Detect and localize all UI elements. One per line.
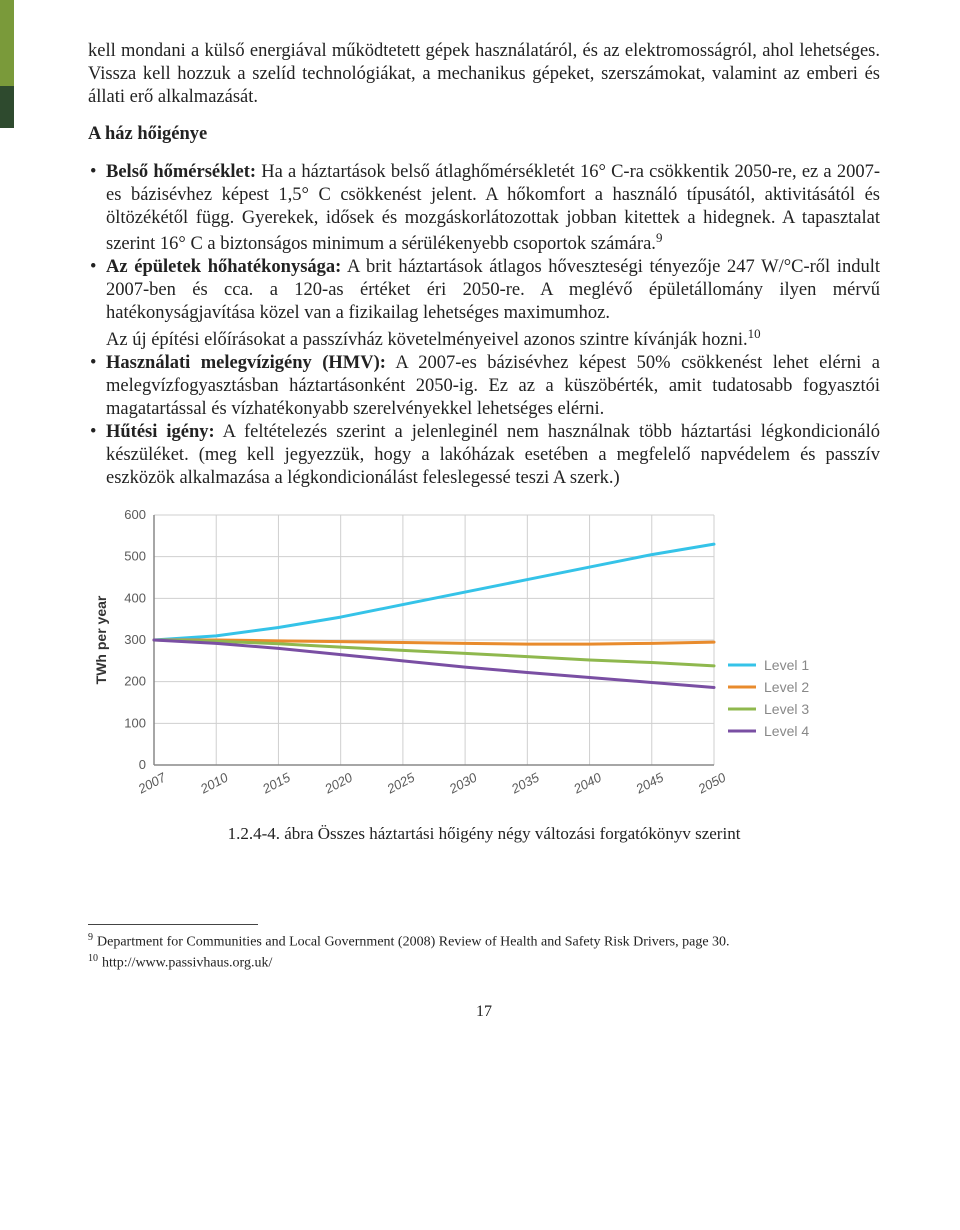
footnote-ref-10: 10 — [748, 326, 761, 341]
svg-text:300: 300 — [124, 632, 146, 647]
bullet-item-1: Belső hőmérséklet: Ha a háztartások bels… — [88, 161, 880, 257]
footnote-10: 10 http://www.passivhaus.org.uk/ — [88, 952, 880, 974]
svg-text:2030: 2030 — [446, 769, 480, 797]
footnote-ref-9: 9 — [656, 230, 662, 245]
bullet-item-3: Használati melegvízigény (HMV): A 2007-e… — [88, 352, 880, 421]
footnote-9: 9 Department for Communities and Local Go… — [88, 931, 880, 953]
bullet-item-2: Az épületek hőhatékonysága: A brit házta… — [88, 256, 880, 352]
svg-text:2050: 2050 — [695, 769, 729, 797]
svg-text:2035: 2035 — [508, 769, 542, 797]
svg-text:600: 600 — [124, 507, 146, 522]
svg-text:2045: 2045 — [632, 769, 666, 797]
fn9-num: 9 — [88, 932, 93, 943]
svg-text:Level 1: Level 1 — [764, 657, 809, 673]
bullet3-label: Használati melegvízigény (HMV): — [106, 353, 386, 373]
svg-text:2040: 2040 — [570, 769, 604, 797]
svg-text:200: 200 — [124, 673, 146, 688]
svg-text:0: 0 — [139, 757, 146, 772]
svg-text:2015: 2015 — [259, 769, 293, 797]
svg-text:TWh per year: TWh per year — [93, 595, 109, 684]
svg-text:500: 500 — [124, 548, 146, 563]
chart-container: 0 100 200 300 400 500 600 2007 2010 2015 2020 2025 2… — [88, 505, 880, 815]
fn10-num: 10 — [88, 953, 98, 964]
margin-stripe-bottom — [0, 86, 14, 128]
page-number: 17 — [88, 1002, 880, 1022]
bullet1-label: Belső hőmérséklet: — [106, 162, 256, 182]
fn10-text: http://www.passivhaus.org.uk/ — [102, 956, 272, 971]
svg-text:2010: 2010 — [197, 769, 231, 797]
svg-text:400: 400 — [124, 590, 146, 605]
bullet4-body: A feltételezés szerint a jelenleginél ne… — [106, 422, 880, 488]
svg-text:2025: 2025 — [384, 769, 418, 797]
chart-caption: 1.2.4-4. ábra Összes háztartási hőigény … — [88, 823, 880, 844]
bullet2-label: Az épületek hőhatékonysága: — [106, 257, 341, 277]
footnote-separator — [88, 924, 258, 925]
bullet2-sub: Az új építési előírásokat a passzívház k… — [106, 330, 748, 350]
footnotes: 9 Department for Communities and Local Go… — [88, 931, 880, 974]
fn9-text: Department for Communities and Local Gov… — [97, 934, 730, 949]
bullet4-label: Hűtési igény: — [106, 422, 215, 442]
margin-stripe-top — [0, 0, 14, 86]
svg-text:Level 4: Level 4 — [764, 723, 809, 739]
bullet-item-4: Hűtési igény: A feltételezés szerint a j… — [88, 421, 880, 490]
intro-paragraph: kell mondani a külső energiával működtet… — [88, 40, 880, 109]
svg-text:2020: 2020 — [321, 769, 355, 797]
svg-text:Level 2: Level 2 — [764, 679, 809, 695]
svg-text:Level 3: Level 3 — [764, 701, 809, 717]
section-heading: A ház hőigénye — [88, 123, 880, 146]
line-chart: 0 100 200 300 400 500 600 2007 2010 2015 2020 2025 2… — [88, 505, 848, 815]
bullet-list: Belső hőmérséklet: Ha a háztartások bels… — [88, 161, 880, 491]
svg-text:100: 100 — [124, 715, 146, 730]
svg-text:2007: 2007 — [135, 769, 169, 797]
